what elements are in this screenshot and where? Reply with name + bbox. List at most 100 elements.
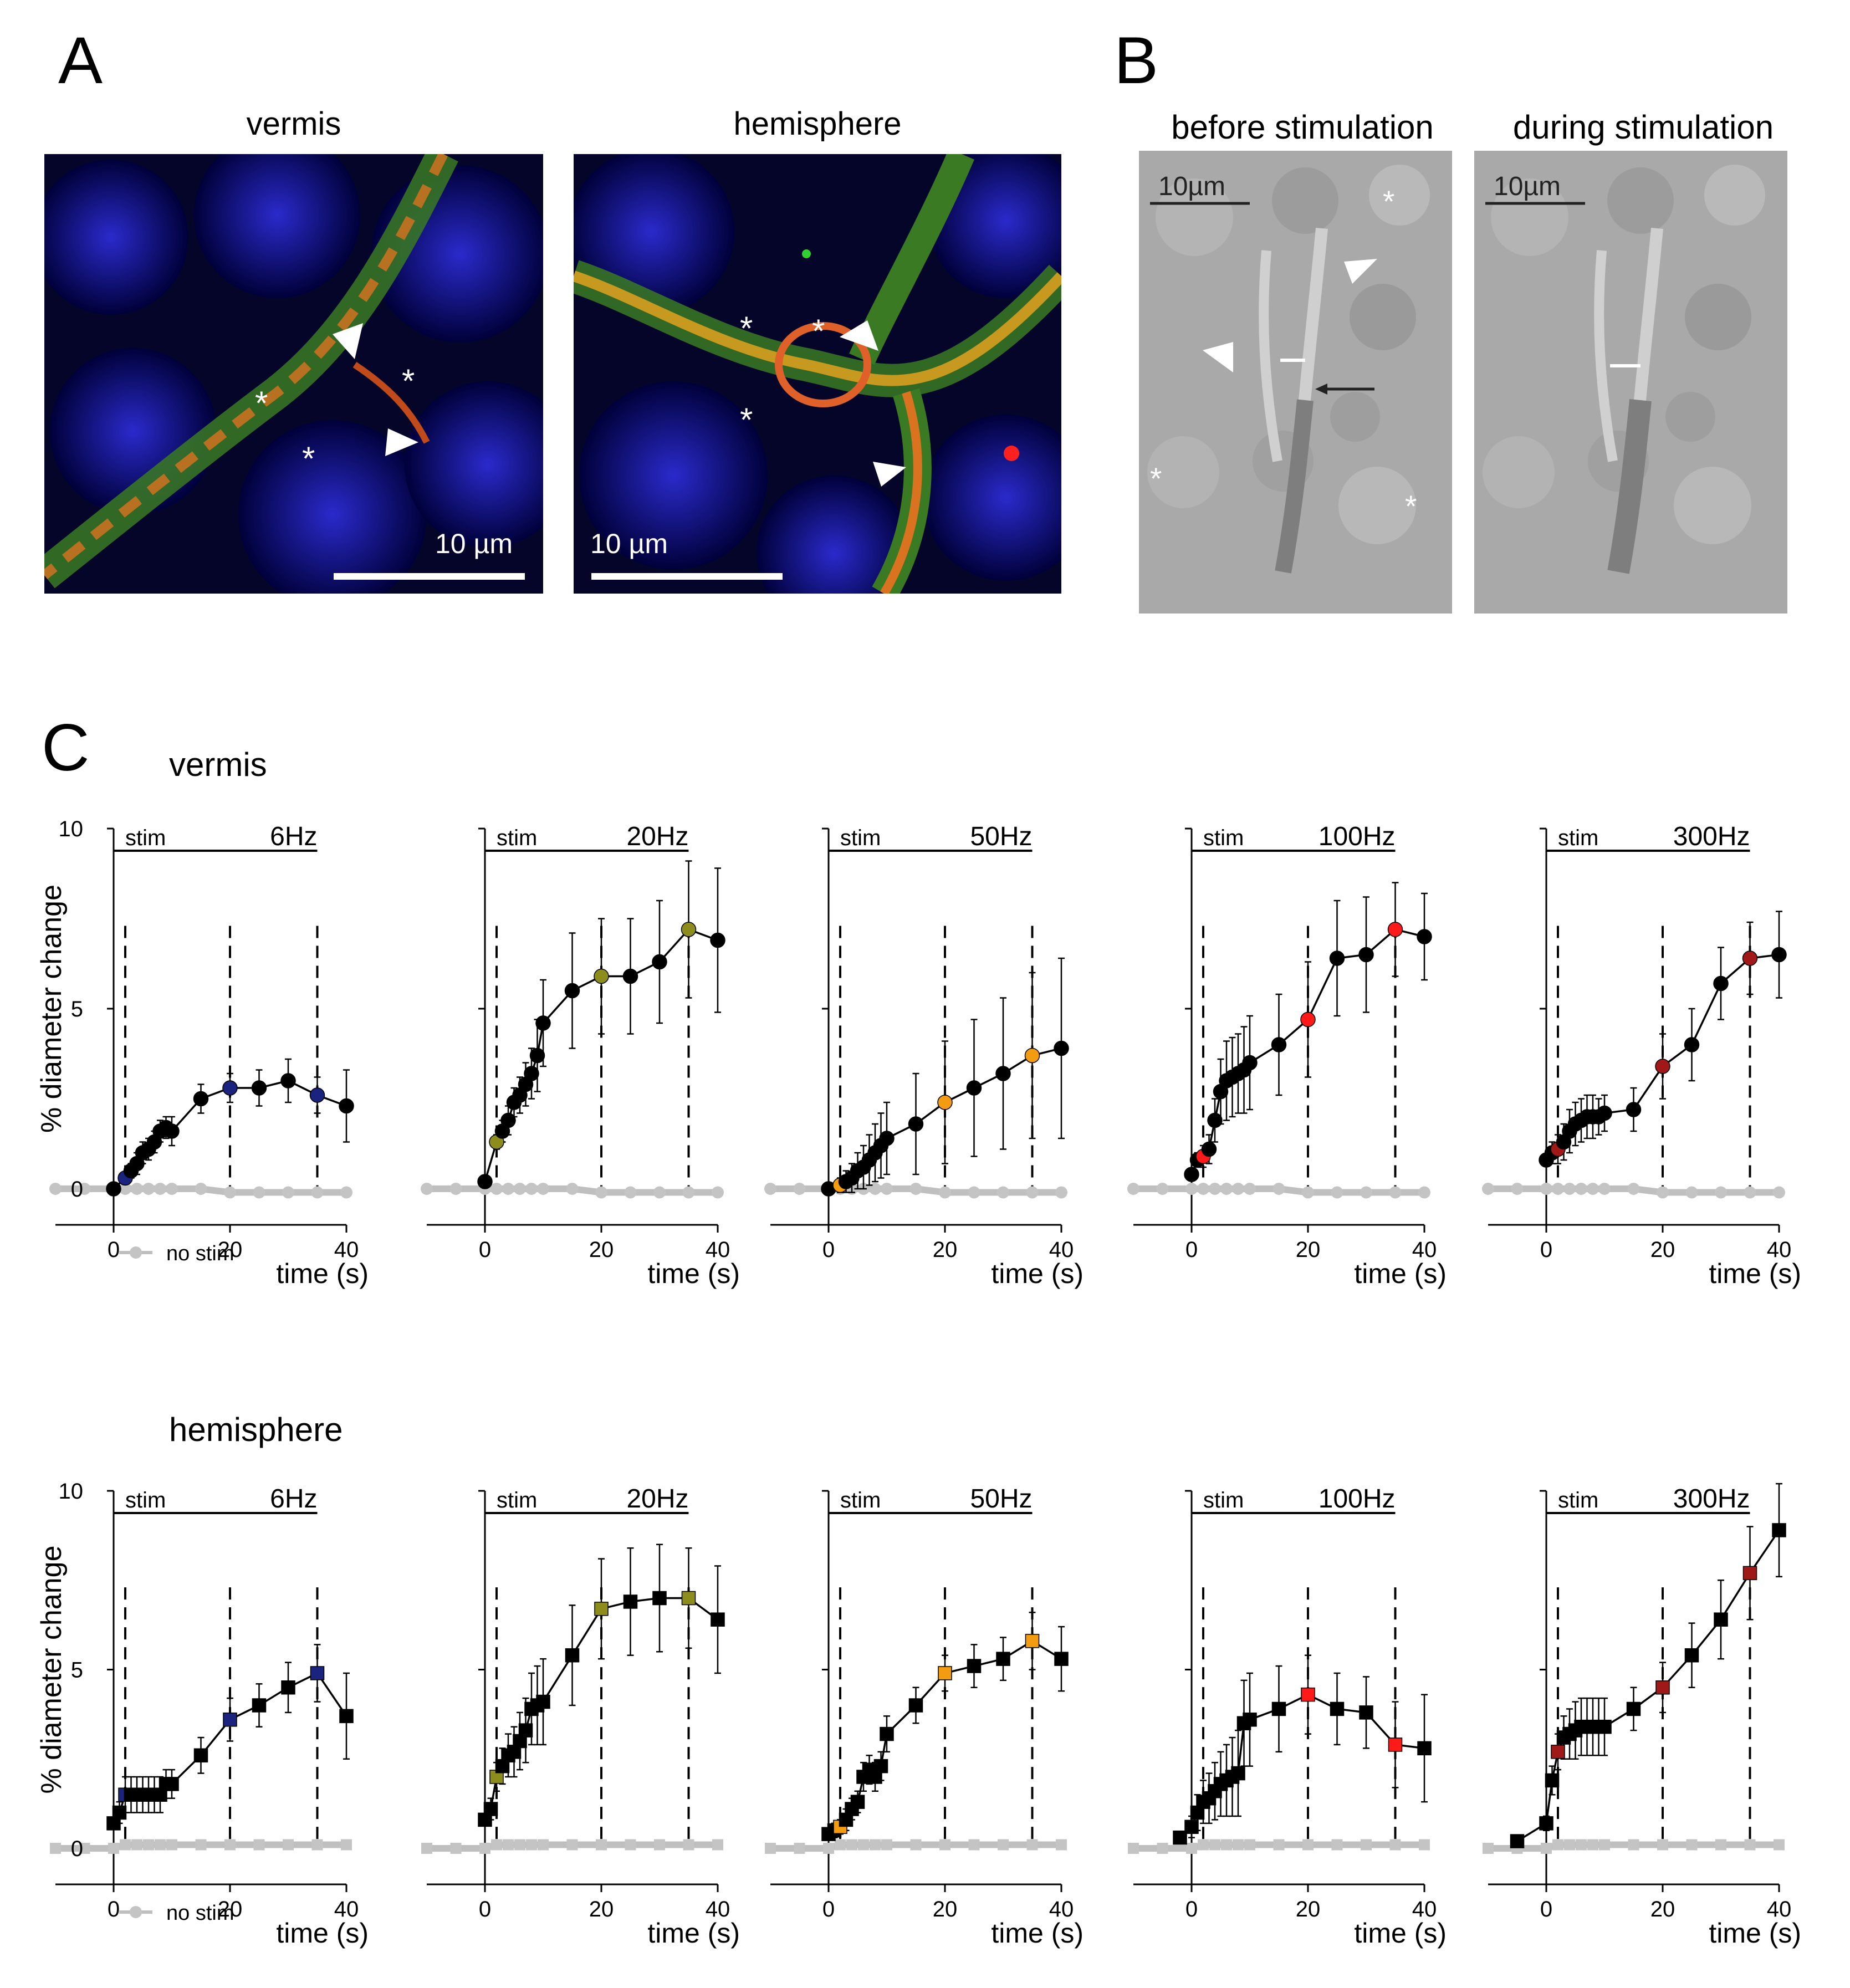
- stim-point: [524, 1066, 539, 1081]
- row-title-vermis: vermis: [169, 746, 267, 783]
- no-stim-point: [1186, 1843, 1197, 1854]
- stim-point: [1387, 922, 1403, 937]
- stim-point: [1025, 1634, 1040, 1648]
- x-axis-label: time (s): [647, 1918, 740, 1949]
- no-stim-point: [1575, 1183, 1587, 1195]
- stim-point: [280, 1073, 296, 1088]
- chart-hemisphere-100Hz: [1128, 1490, 1432, 1892]
- x-tick-label: 0: [479, 1238, 491, 1262]
- x-tick-label: 40: [334, 1897, 359, 1921]
- stim-point: [1054, 1652, 1069, 1666]
- stim-point: [1713, 975, 1729, 992]
- x-tick-label: 20: [1296, 1238, 1321, 1262]
- no-stim-point: [1244, 1839, 1255, 1851]
- stim-label: stim: [840, 826, 881, 850]
- stim-point: [937, 1095, 953, 1110]
- no-stim-point: [1628, 1839, 1639, 1851]
- no-stim-point: [1233, 1839, 1244, 1851]
- no-stim-point: [846, 1839, 857, 1851]
- no-stim-point: [119, 1183, 131, 1195]
- stim-point: [310, 1666, 325, 1680]
- x-axis-label: time (s): [991, 1918, 1084, 1949]
- no-stim-point: [712, 1186, 724, 1199]
- stim-label: stim: [1558, 826, 1598, 850]
- no-stim-point: [858, 1839, 869, 1851]
- stim-point: [623, 1595, 638, 1609]
- no-stim-point: [1564, 1839, 1575, 1851]
- stim-point: [1024, 1047, 1040, 1064]
- stim-point: [252, 1698, 267, 1713]
- stim-point: [309, 1087, 325, 1103]
- x-axis-label: time (s): [276, 1918, 369, 1949]
- x-axis-label: time (s): [1354, 1258, 1447, 1289]
- stim-point: [995, 1066, 1011, 1081]
- asterisk-marker: *: [255, 385, 268, 422]
- stim-point: [1417, 1741, 1432, 1756]
- panel-b-letter: B: [1114, 23, 1159, 98]
- stim-point: [681, 1591, 696, 1606]
- no-stim-point: [1302, 1186, 1314, 1199]
- stim-label: stim: [125, 1488, 166, 1512]
- no-stim-point: [131, 1183, 143, 1195]
- x-tick-label: 40: [1412, 1238, 1437, 1262]
- no-stim-point: [1552, 1183, 1564, 1195]
- during-stimulation-image: 10µm: [1474, 151, 1787, 614]
- no-stim-point: [282, 1186, 294, 1199]
- no-stim-point: [1157, 1843, 1168, 1854]
- stim-point: [1184, 1820, 1199, 1834]
- chart-vermis-100Hz: [1127, 827, 1432, 1233]
- x-tick-label: 40: [1049, 1897, 1074, 1921]
- stim-point: [681, 922, 697, 937]
- y-tick-label: 5: [71, 997, 83, 1021]
- stim-point: [1300, 1011, 1316, 1028]
- stim-point: [1655, 1059, 1670, 1074]
- x-tick-label: 0: [479, 1897, 491, 1921]
- no-stim-point: [525, 1183, 538, 1195]
- chart-hemisphere-300Hz: [1483, 1483, 1786, 1892]
- stim-point: [938, 1666, 952, 1680]
- stim-point: [193, 1091, 209, 1107]
- stim-point: [1655, 1680, 1670, 1695]
- stim-point: [1271, 1701, 1286, 1716]
- no-stim-point: [998, 1839, 1009, 1851]
- panel-a-right-title: hemisphere: [733, 106, 902, 142]
- no-stim-point: [479, 1843, 490, 1854]
- no-stim-point: [283, 1839, 294, 1851]
- no-stim-point: [566, 1839, 578, 1851]
- panel-b-left-title: before stimulation: [1171, 109, 1434, 146]
- no-stim-point: [1273, 1839, 1285, 1851]
- no-stim-point: [1511, 1183, 1524, 1195]
- no-stim-point: [712, 1839, 723, 1851]
- diameter-marker: [1280, 359, 1305, 362]
- x-tick-label: 40: [1412, 1897, 1437, 1921]
- no-stim-point: [870, 1839, 881, 1851]
- arrowhead-icon: [840, 320, 878, 351]
- no-stim-point: [1773, 1186, 1785, 1199]
- no-stim-point: [1209, 1183, 1221, 1195]
- stim-point: [193, 1748, 208, 1763]
- scale-bar-label: 10µm: [1158, 172, 1225, 201]
- x-tick-label: 40: [706, 1238, 730, 1262]
- arrowhead-icon: [1203, 342, 1233, 372]
- no-stim-point: [1389, 1186, 1402, 1199]
- x-tick-label: 0: [1185, 1238, 1198, 1262]
- vermis-immunostaining-image: * * * 10 µm: [44, 154, 543, 594]
- no-stim-point: [491, 1839, 502, 1851]
- stim-point: [1184, 1167, 1199, 1182]
- stim-point: [535, 1015, 551, 1031]
- no-stim-point: [108, 1843, 119, 1854]
- stim-point: [1329, 950, 1345, 966]
- no-stim-point: [1541, 1843, 1552, 1854]
- no-stim-point: [1185, 1183, 1198, 1195]
- stim-point: [112, 1805, 127, 1820]
- no-stim-point: [1587, 1839, 1598, 1851]
- x-tick-label: 20: [933, 1897, 958, 1921]
- stim-point: [1771, 947, 1787, 963]
- no-stim-point: [155, 1839, 166, 1851]
- frequency-label: 20Hz: [626, 1484, 688, 1514]
- x-axis-label: time (s): [647, 1258, 740, 1289]
- no-stim-point: [1389, 1839, 1401, 1851]
- no-stim-point: [537, 1183, 549, 1195]
- hemisphere-immunostaining-image: * * * 10 µm: [574, 154, 1061, 594]
- asterisk-marker: *: [302, 440, 315, 477]
